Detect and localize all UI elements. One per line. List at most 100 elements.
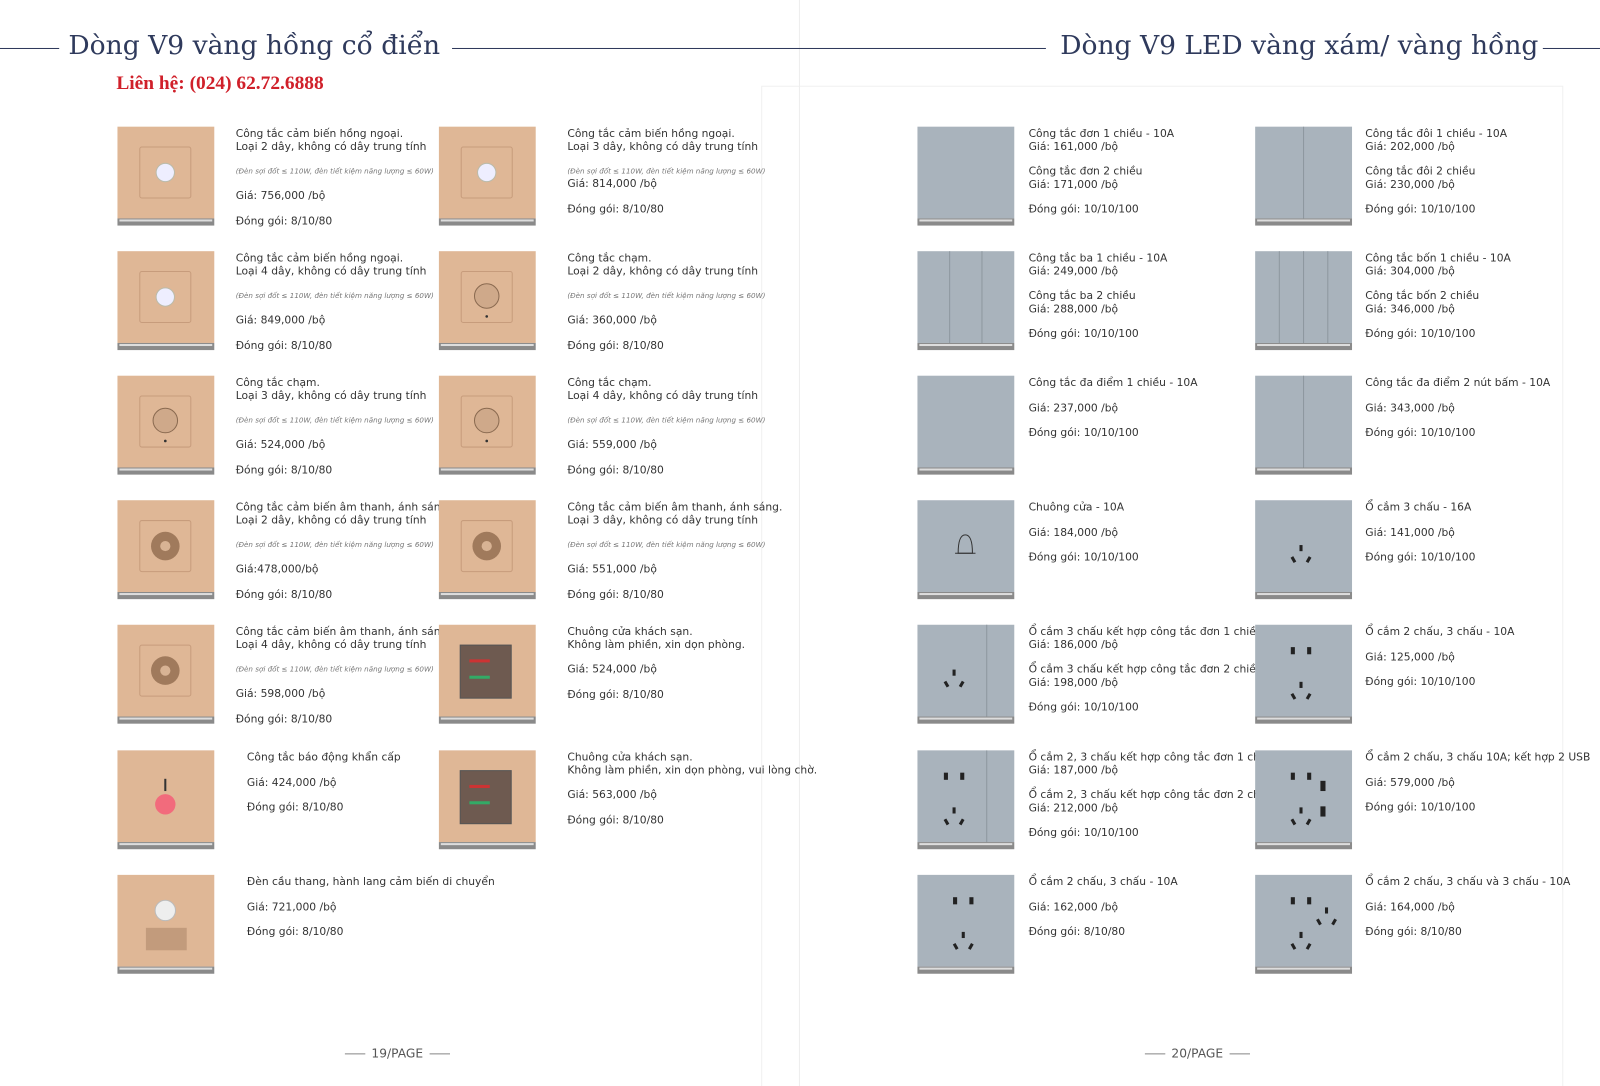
note: (Đèn sợi đốt ≤ 110W, đèn tiết kiệm năng … bbox=[567, 416, 766, 425]
product-line: Đóng gói: 8/10/80 bbox=[567, 202, 664, 215]
plate-detail bbox=[438, 218, 536, 226]
product-image bbox=[917, 750, 1015, 850]
product-line: Công tắc cảm biến hồng ngoại. bbox=[235, 252, 404, 265]
product-text: Công tắc đa điểm 1 chiều - 10A Giá: 237,0… bbox=[1029, 377, 1198, 452]
text-group: Công tắc cảm biến âm thanh, ánh sáng. Loạ… bbox=[236, 501, 451, 527]
plate-detail bbox=[1257, 468, 1350, 471]
plate-detail bbox=[919, 219, 1013, 222]
plate-detail bbox=[1320, 806, 1326, 817]
plate-detail bbox=[155, 162, 175, 183]
product-line: Không làm phiền, xin dọn phòng, vui lòng… bbox=[567, 763, 818, 777]
product-text: Công tắc cảm biến âm thanh, ánh sáng. Loạ… bbox=[236, 501, 451, 613]
product-line: Đóng gói: 8/10/80 bbox=[567, 463, 664, 477]
product-line: Chuông cửa khách sạn. bbox=[567, 625, 693, 638]
product-line: Ổ cắm 3 chấu kết hợp công tắc đơn 2 chiề… bbox=[1028, 663, 1263, 676]
plate-detail bbox=[117, 342, 215, 351]
plate-detail bbox=[440, 219, 534, 222]
plate-detail bbox=[919, 343, 1013, 347]
product-line: Giá: 288,000 /bộ bbox=[1028, 302, 1119, 315]
product-image bbox=[438, 624, 536, 724]
plate-detail bbox=[1331, 918, 1337, 926]
text-group: Chuông cửa khách sạn. Không làm phiền, xi… bbox=[567, 626, 745, 652]
plate-detail bbox=[481, 540, 492, 552]
plate-detail bbox=[952, 807, 956, 814]
text-group: (Đèn sợi đốt ≤ 110W, đèn tiết kiệm năng … bbox=[236, 414, 434, 426]
page-number: 19/PAGE bbox=[345, 1046, 450, 1060]
text-group: Đóng gói: 8/10/80 bbox=[567, 339, 765, 352]
text-group: Ổ cắm 2 chấu, 3 chấu - 10A bbox=[1029, 876, 1178, 889]
product-line: Ổ cắm 2 chấu, 3 chấu 10A; kết hợp 2 USB bbox=[1365, 751, 1591, 764]
plate-detail bbox=[952, 669, 956, 676]
product-image bbox=[1255, 750, 1353, 850]
product-image bbox=[917, 500, 1015, 600]
plate-detail bbox=[917, 624, 1015, 717]
text-group: Giá: 360,000 /bộ bbox=[567, 314, 765, 327]
plate-detail bbox=[145, 927, 187, 951]
product-image bbox=[117, 375, 215, 475]
product-line: Giá: 721,000 /bộ bbox=[246, 900, 337, 914]
text-group: Đóng gói: 8/10/80 bbox=[236, 588, 451, 601]
plate-detail bbox=[917, 750, 1015, 843]
text-group: Công tắc chạm. Loại 4 dây, không có dây t… bbox=[567, 377, 765, 403]
product-text: Công tắc chạm. Loại 4 dây, không có dây t… bbox=[567, 377, 765, 489]
product-line: Giá: 187,000 /bộ bbox=[1028, 763, 1119, 777]
product-image bbox=[1255, 126, 1353, 226]
text-group: (Đèn sợi đốt ≤ 110W, đèn tiết kiệm năng … bbox=[567, 414, 765, 426]
product-line: Đóng gói: 8/10/80 bbox=[235, 712, 333, 726]
plate-detail bbox=[139, 270, 192, 324]
product-line: Giá: 162,000 /bộ bbox=[1028, 900, 1119, 914]
plate-detail bbox=[119, 843, 213, 846]
product-line: Giá: 346,000 /bộ bbox=[1365, 302, 1455, 315]
product-line: Đèn cầu thang, hành lang cảm biến di chu… bbox=[246, 875, 495, 889]
note: (Đèn sợi đốt ≤ 110W, đèn tiết kiệm năng … bbox=[567, 291, 766, 301]
plate-detail bbox=[164, 778, 167, 792]
text-group: Giá: 162,000 /bộ bbox=[1029, 901, 1178, 914]
product-text: Công tắc cảm biến hồng ngoại. Loại 2 dây,… bbox=[236, 128, 434, 240]
text-group: Công tắc đa điểm 2 nút bấm - 10A bbox=[1365, 377, 1550, 390]
product-line: Loại 3 dây, không có dây trung tính bbox=[235, 389, 427, 402]
plate-detail bbox=[917, 126, 1015, 219]
product-line: Giá: 579,000 /bộ bbox=[1365, 776, 1455, 789]
rule bbox=[452, 47, 1046, 49]
text-group: Đóng gói: 8/10/80 bbox=[567, 464, 765, 477]
plate-detail bbox=[155, 287, 175, 307]
plate-detail bbox=[917, 842, 1015, 850]
text-group: Đóng gói: 8/10/80 bbox=[247, 926, 495, 939]
plate-detail bbox=[473, 283, 500, 309]
plate-detail bbox=[1305, 692, 1312, 700]
product-line: Đóng gói: 10/10/100 bbox=[1365, 801, 1476, 814]
text-group: (Đèn sợi đốt ≤ 110W, đèn tiết kiệm năng … bbox=[236, 663, 451, 675]
product-line: Đóng gói: 8/10/80 bbox=[235, 214, 333, 228]
plate-detail bbox=[485, 315, 489, 318]
product-line: Giá: 184,000 /bộ bbox=[1028, 526, 1119, 539]
plate-detail bbox=[1257, 717, 1350, 720]
product-text: Ổ cắm 3 chấu kết hợp công tắc đơn 1 chiề… bbox=[1029, 626, 1295, 727]
product-text: Công tắc chạm. Loại 2 dây, không có dây t… bbox=[567, 252, 765, 364]
product-line: Giá: 249,000 /bộ bbox=[1028, 264, 1119, 278]
product-line: Đóng gói: 8/10/80 bbox=[246, 925, 344, 939]
plate-detail bbox=[440, 343, 534, 347]
product-line: Công tắc chạm. bbox=[567, 252, 652, 265]
text-group: Đóng gói: 10/10/100 bbox=[1029, 701, 1295, 714]
plate-detail bbox=[154, 899, 177, 922]
product-image bbox=[117, 624, 215, 724]
plate-detail bbox=[917, 592, 1015, 600]
product-line: Loại 4 dây, không có dây trung tính bbox=[567, 389, 759, 402]
page-number: 20/PAGE bbox=[1145, 1046, 1250, 1060]
product-text: Công tắc cảm biến âm thanh, ánh sáng. Loạ… bbox=[567, 501, 782, 613]
product-line: Loại 3 dây, không có dây trung tính bbox=[567, 140, 759, 153]
product-line: Giá: 141,000 /bộ bbox=[1365, 526, 1455, 539]
text-group: Đóng gói: 8/10/80 bbox=[567, 814, 817, 827]
text-group: Công tắc chạm. Loại 3 dây, không có dây t… bbox=[236, 377, 434, 403]
product-image bbox=[438, 375, 536, 475]
text-group: Ổ cắm 2 chấu, 3 chấu 10A; kết hợp 2 USB bbox=[1365, 751, 1590, 764]
plate-detail bbox=[917, 342, 1015, 351]
product-image bbox=[117, 126, 215, 226]
text-group: Đóng gói: 8/10/80 bbox=[567, 203, 765, 216]
product-image bbox=[438, 251, 536, 351]
product-image bbox=[1255, 624, 1353, 724]
plate-detail bbox=[1290, 647, 1295, 655]
plate-detail bbox=[438, 342, 536, 351]
product-line: Đóng gói: 8/10/80 bbox=[1028, 925, 1126, 939]
text-group: Đóng gói: 10/10/100 bbox=[1029, 427, 1198, 440]
